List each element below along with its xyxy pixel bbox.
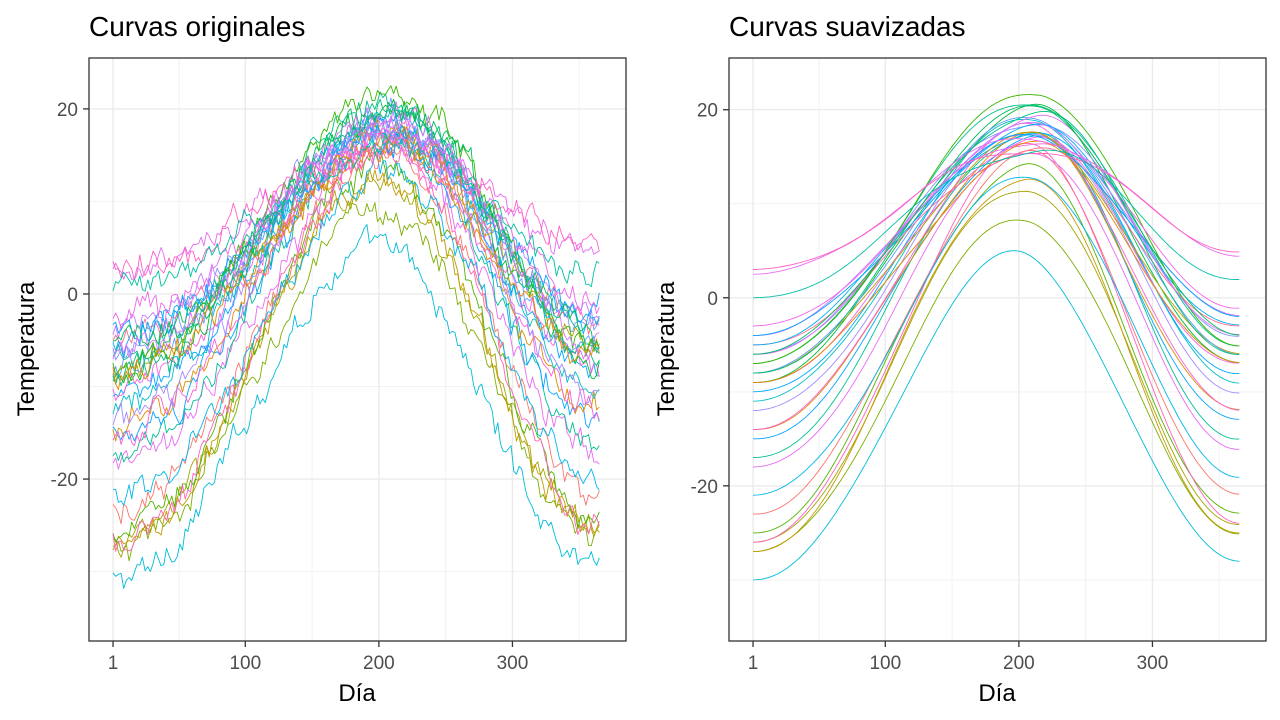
x-tick-label: 200 (363, 653, 395, 674)
series-line (752, 124, 1240, 355)
y-tick-label: 0 (707, 289, 718, 310)
y-tick-label: -20 (51, 470, 78, 491)
x-tick-label: 300 (1137, 653, 1169, 674)
series-line (112, 154, 600, 506)
chart-title-original: Curvas originales (89, 11, 305, 42)
x-tick-label: 100 (229, 653, 261, 674)
series-line (112, 100, 600, 385)
x-axis-title-smoothed: Día (978, 680, 1016, 707)
series-line (112, 128, 600, 329)
y-axis-title-original: Temperatura (13, 281, 40, 416)
y-tick-label: 0 (67, 285, 78, 306)
series-line (752, 117, 1240, 374)
series-line (752, 176, 1240, 496)
series-line (753, 131, 1240, 430)
series-line (753, 105, 1240, 355)
series-line (112, 130, 600, 281)
series-line (112, 168, 600, 558)
series-line (752, 190, 1240, 543)
series-line (112, 98, 600, 354)
y-tick-label: 20 (57, 100, 78, 121)
axis-ticks-original: 1 100 200 300 -20 0 20 (51, 100, 529, 674)
series-line (112, 224, 600, 589)
axis-ticks-smoothed: 1 100 200 300 -20 0 20 (691, 101, 1169, 674)
series-line (752, 250, 1240, 581)
series-line (112, 142, 600, 543)
x-tick-label: 100 (869, 653, 901, 674)
series-lines-smoothed (752, 94, 1240, 581)
series-line (112, 101, 600, 360)
series-lines-original (112, 85, 600, 589)
series-line (112, 135, 600, 470)
series-line (752, 138, 1240, 275)
series-line (752, 140, 1240, 383)
series-line (112, 119, 600, 383)
y-tick-label: 20 (697, 101, 718, 122)
plot-border-smoothed (728, 57, 1267, 642)
panel-original: Curvas originales 1 100 200 300 -20 0 20 Día T… (13, 11, 627, 707)
grid-smoothed (729, 58, 1266, 641)
series-line (752, 94, 1240, 365)
y-axis-title-smoothed: Temperatura (653, 281, 680, 416)
plot-border-original (88, 57, 627, 642)
plot-panel-original (89, 58, 626, 641)
series-line (753, 114, 1240, 355)
series-line (753, 163, 1240, 534)
series-line (112, 202, 600, 562)
series-line (752, 178, 1240, 553)
series-line (112, 125, 600, 390)
series-line (753, 152, 1240, 270)
y-tick-label: -20 (691, 477, 718, 498)
series-line (112, 98, 600, 387)
series-line (752, 104, 1240, 365)
series-line (752, 219, 1240, 553)
series-line (753, 110, 1240, 374)
series-line (112, 116, 600, 447)
series-line (112, 132, 600, 292)
series-line (752, 142, 1240, 543)
series-line (753, 150, 1240, 515)
series-line (752, 143, 1240, 327)
x-tick-label: 200 (1003, 653, 1035, 674)
x-axis-title-original: Día (338, 680, 376, 707)
series-line (112, 169, 600, 551)
x-tick-label: 1 (108, 653, 119, 674)
chart-title-smoothed: Curvas suavizadas (729, 11, 966, 42)
series-line (753, 131, 1240, 459)
series-line (752, 149, 1240, 299)
panel-smoothed: Curvas suavizadas 1 100 200 300 -20 0 20 Día T… (653, 11, 1267, 707)
x-tick-label: 300 (497, 653, 529, 674)
x-tick-label: 1 (748, 653, 759, 674)
